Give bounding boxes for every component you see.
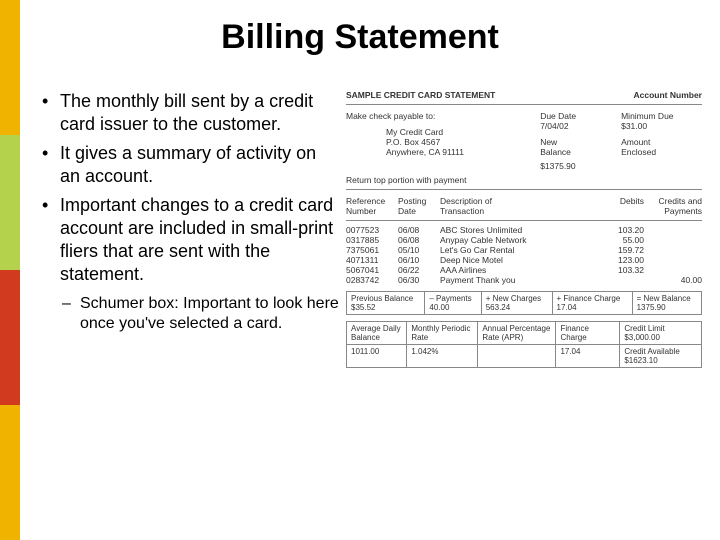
remit-summary: Due Date 7/04/02 Minimum Due $31.00 New … xyxy=(540,111,702,171)
bullet-item: Important changes to a credit card accou… xyxy=(40,194,340,286)
remit-address: Make check payable to: My Credit Card P.… xyxy=(346,111,540,171)
summary-table: Previous Balance$35.52 – Payments40.00 +… xyxy=(346,291,702,315)
sub-bullet-item: Schumer box: Important to look here once… xyxy=(40,294,340,334)
amount-enclosed-label2: Enclosed xyxy=(621,147,702,157)
txn-row: 407131106/10Deep Nice Motel123.00 xyxy=(346,255,702,265)
band-seg-4 xyxy=(0,405,20,540)
txn-row: 028374206/30Payment Thank you40.00 xyxy=(346,275,702,285)
statement-title: SAMPLE CREDIT CARD STATEMENT xyxy=(346,90,495,100)
band-seg-2 xyxy=(0,135,20,270)
left-accent-band xyxy=(0,0,20,540)
min-due-label: Minimum Due xyxy=(621,111,702,121)
return-note: Return top portion with payment xyxy=(346,175,702,185)
txn-row: 506704106/22AAA Airlines103.32 xyxy=(346,265,702,275)
amount-enclosed-label: Amount xyxy=(621,137,702,147)
band-seg-3 xyxy=(0,270,20,405)
addr-line: Anywhere, CA 91111 xyxy=(386,147,540,157)
sample-statement: SAMPLE CREDIT CARD STATEMENT Account Num… xyxy=(346,90,702,368)
txn-row: 031788506/08Anypay Cable Network55.00 xyxy=(346,235,702,245)
txn-row: 007752306/08ABC Stores Unlimited103.20 xyxy=(346,225,702,235)
due-date-label: Due Date xyxy=(540,111,621,121)
bullet-item: It gives a summary of activity on an acc… xyxy=(40,142,340,188)
min-due-value: $31.00 xyxy=(621,121,702,131)
txn-header: ReferenceNumber PostingDate Description … xyxy=(346,196,702,216)
bullet-item: The monthly bill sent by a credit card i… xyxy=(40,90,340,136)
rate-table: Average Daily Balance Monthly Periodic R… xyxy=(346,321,702,368)
new-balance-label2: Balance xyxy=(540,147,621,157)
slide-title: Billing Statement xyxy=(0,18,720,57)
divider xyxy=(346,220,702,221)
divider xyxy=(346,189,702,190)
make-check-label: Make check payable to: xyxy=(346,111,540,121)
new-balance-label: New xyxy=(540,137,621,147)
divider xyxy=(346,104,702,105)
bullet-content: The monthly bill sent by a credit card i… xyxy=(40,90,340,334)
txn-row: 737506105/10Let's Go Car Rental159.72 xyxy=(346,245,702,255)
addr-line: My Credit Card xyxy=(386,127,540,137)
due-date-value: 7/04/02 xyxy=(540,121,621,131)
new-balance-value: $1375.90 xyxy=(540,161,575,171)
addr-line: P.O. Box 4567 xyxy=(386,137,540,147)
account-number-label: Account Number xyxy=(634,90,702,100)
txn-body: 007752306/08ABC Stores Unlimited103.2003… xyxy=(346,225,702,285)
